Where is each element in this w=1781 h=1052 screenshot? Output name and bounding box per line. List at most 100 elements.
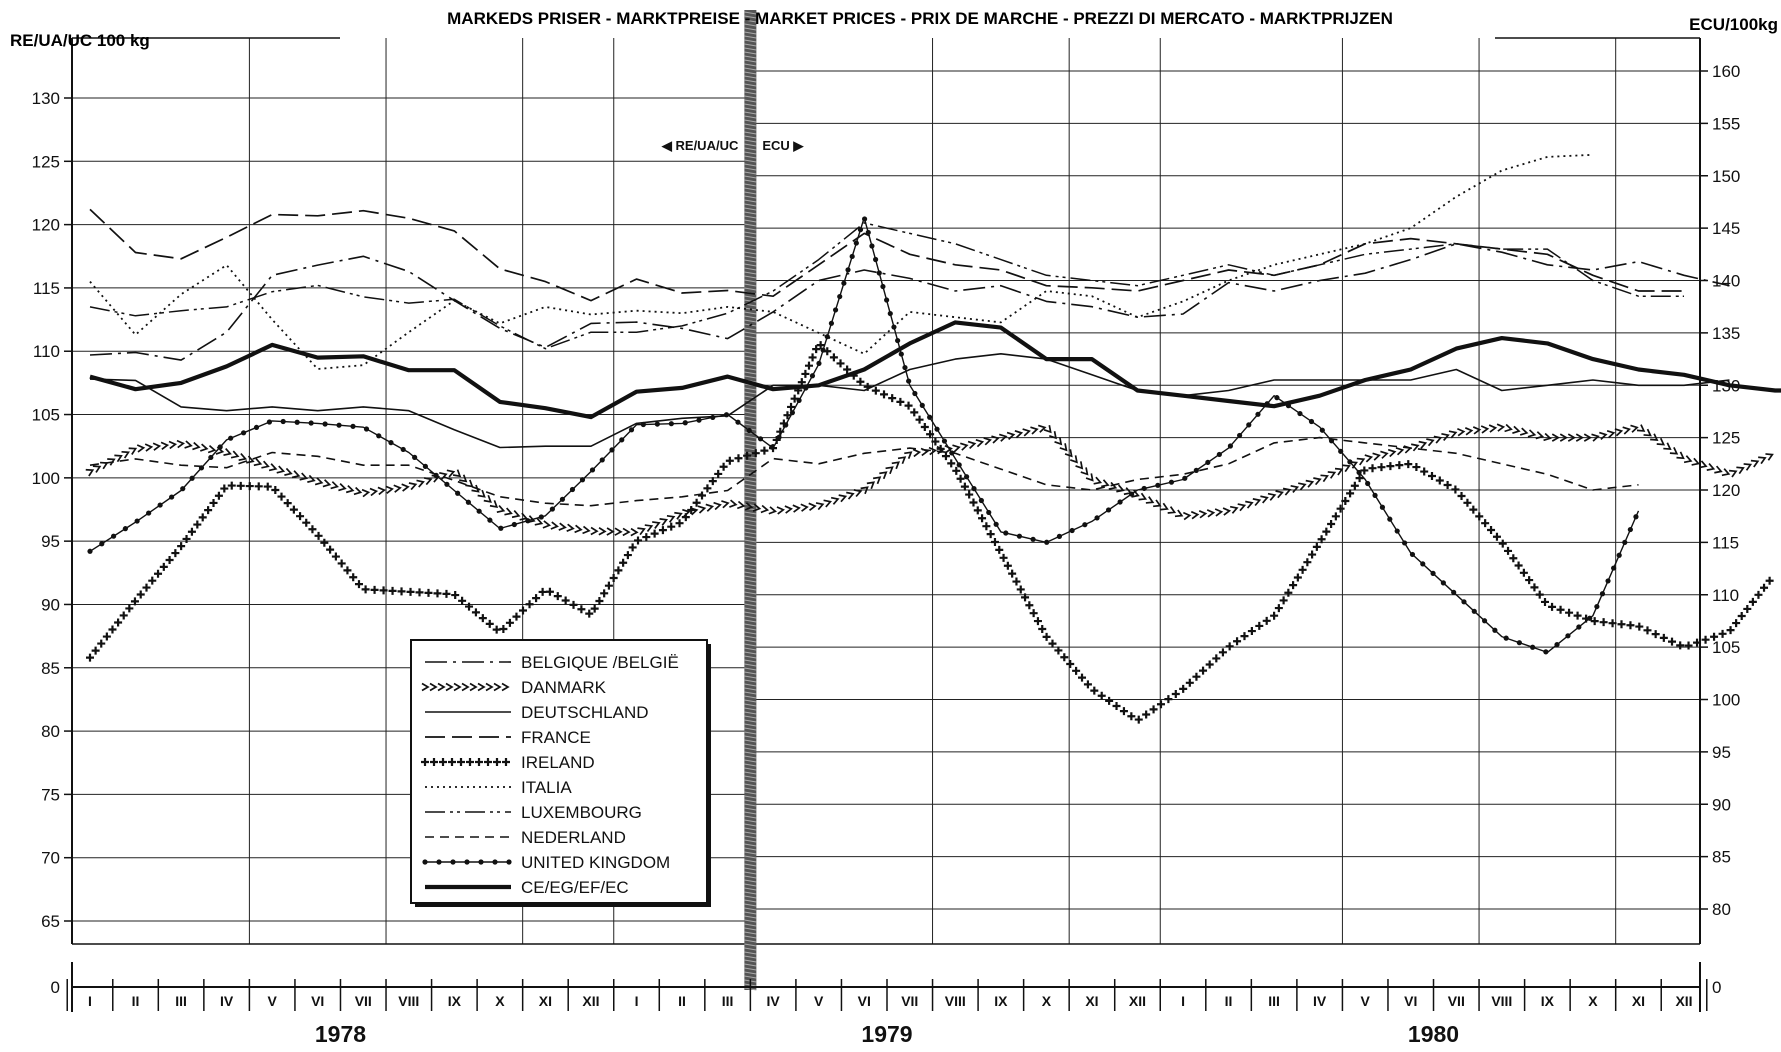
unit-switch-hatch xyxy=(744,943,757,947)
unit-switch-hatch xyxy=(744,83,757,87)
danmark-marker xyxy=(1729,469,1738,478)
unit-switch-hatch xyxy=(744,527,757,531)
united-kingdom-marker xyxy=(809,373,816,379)
united-kingdom-marker xyxy=(579,477,586,483)
ireland-marker xyxy=(1083,680,1092,689)
united-kingdom-marker xyxy=(609,447,615,453)
legend-united-kingdom-marker xyxy=(464,859,470,865)
danmark-marker xyxy=(1714,465,1723,474)
year-label: 1978 xyxy=(315,1021,366,1047)
ireland-marker xyxy=(1308,550,1317,559)
united-kingdom-marker xyxy=(869,243,875,249)
danmark-marker xyxy=(975,438,985,448)
ireland-marker xyxy=(1008,569,1017,578)
unit-switch-hatch xyxy=(744,295,757,299)
united-kingdom-marker xyxy=(266,419,273,425)
united-kingdom-marker xyxy=(1030,536,1036,542)
danmark-marker xyxy=(1527,429,1537,438)
danmark-marker xyxy=(1275,490,1284,499)
danmark-marker xyxy=(1656,437,1666,446)
united-kingdom-marker xyxy=(308,420,314,426)
danmark-marker xyxy=(439,472,448,481)
series-ce-eg-ef-ec xyxy=(89,320,1781,420)
ireland-marker xyxy=(1475,512,1484,521)
month-label: VII xyxy=(355,993,372,1009)
ireland-marker xyxy=(808,353,817,362)
legend-danmark-marker xyxy=(421,682,430,692)
unit-switch-hatch xyxy=(744,39,757,43)
united-kingdom-marker xyxy=(1308,418,1315,425)
tick-label-right: 135 xyxy=(1712,324,1740,343)
danmark-marker xyxy=(168,440,178,450)
ireland-marker xyxy=(836,359,845,368)
ireland-marker xyxy=(492,625,501,634)
danmark-marker xyxy=(1070,455,1078,464)
danmark-marker xyxy=(983,437,992,446)
ireland-marker xyxy=(1293,573,1302,582)
united-kingdom-marker xyxy=(783,422,789,428)
legend-united-kingdom-marker xyxy=(506,859,512,865)
danmark-marker xyxy=(885,466,894,475)
united-kingdom-marker xyxy=(1481,618,1488,624)
ireland-marker xyxy=(995,545,1004,554)
ireland-marker xyxy=(734,454,743,463)
unit-switch-hatch xyxy=(744,775,757,779)
danmark-marker xyxy=(136,444,146,453)
unit-switch-hatch xyxy=(744,679,757,683)
danmark-marker xyxy=(1116,484,1125,493)
danmark-marker xyxy=(1663,442,1672,451)
month-label: XI xyxy=(539,993,552,1009)
tick-label-right: 100 xyxy=(1712,691,1740,710)
ireland-marker xyxy=(263,482,272,491)
ireland-marker xyxy=(1038,624,1047,633)
ireland-marker xyxy=(1710,632,1719,641)
tick-label-right: 155 xyxy=(1712,114,1740,133)
year-label: 1979 xyxy=(861,1021,912,1047)
united-kingdom-marker xyxy=(1094,515,1100,521)
series-line-ce-eg-ef-ec xyxy=(89,320,1781,420)
united-kingdom-marker xyxy=(376,433,382,439)
danmark-marker xyxy=(721,500,730,509)
ireland-marker xyxy=(969,498,978,507)
series-line-nederland xyxy=(89,436,1639,507)
ireland-marker xyxy=(1457,492,1466,501)
united-kingdom-marker xyxy=(824,334,830,340)
ireland-marker xyxy=(458,596,467,605)
ireland-marker xyxy=(1360,466,1369,475)
united-kingdom-marker xyxy=(1141,485,1147,492)
ireland-marker xyxy=(505,618,514,627)
unit-switch-hatch xyxy=(744,547,757,551)
united-kingdom-marker xyxy=(1379,504,1386,510)
tick-label-left: 90 xyxy=(41,595,60,614)
unit-switch-hatch xyxy=(744,139,757,143)
ireland-marker xyxy=(388,586,397,595)
united-kingdom-marker xyxy=(1168,479,1175,485)
ireland-marker xyxy=(1509,554,1518,563)
unit-switch-hatch xyxy=(744,787,757,791)
ireland-marker xyxy=(569,600,578,609)
danmark-marker xyxy=(1153,499,1162,508)
danmark-marker xyxy=(800,503,809,512)
danmark-marker xyxy=(1282,487,1292,496)
unit-switch-hatch xyxy=(744,955,757,959)
tick-label-left: 115 xyxy=(33,279,60,298)
united-kingdom-marker xyxy=(619,437,625,443)
united-kingdom-marker xyxy=(465,499,471,505)
danmark-marker xyxy=(768,506,777,515)
legend-united-kingdom-marker xyxy=(436,859,442,865)
united-kingdom-marker xyxy=(146,510,152,516)
danmark-marker xyxy=(928,446,938,456)
unit-switch-hatch xyxy=(744,535,757,539)
danmark-marker xyxy=(866,481,876,490)
ireland-marker xyxy=(236,481,245,490)
unit-switch-hatch xyxy=(744,147,757,151)
unit-switch-hatch xyxy=(744,355,757,359)
unit-switch-hatch xyxy=(744,503,757,507)
ireland-marker xyxy=(856,377,865,386)
month-label: IV xyxy=(220,993,234,1009)
ireland-marker xyxy=(337,559,346,568)
unit-switch-hatch xyxy=(744,607,757,611)
unit-switch-hatch xyxy=(744,95,757,99)
unit-switch-hatch xyxy=(744,571,757,575)
danmark-marker xyxy=(1504,423,1513,433)
